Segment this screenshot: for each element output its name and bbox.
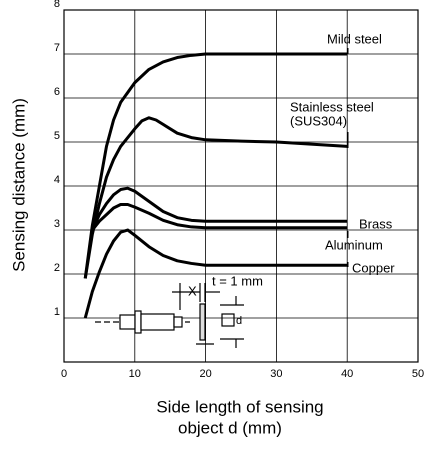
y-tick-label: 2 bbox=[54, 262, 60, 274]
legend-label: Brass bbox=[359, 216, 393, 231]
x-tick-label: 10 bbox=[129, 368, 141, 380]
legend-label: Copper bbox=[352, 260, 395, 275]
inset-label: X bbox=[188, 283, 197, 298]
x-tick-label: 30 bbox=[270, 368, 282, 380]
y-tick-label: 8 bbox=[54, 0, 60, 10]
y-tick-label: 6 bbox=[54, 86, 60, 98]
series-line bbox=[83, 116, 348, 279]
series-line bbox=[83, 52, 348, 279]
y-tick-label: 3 bbox=[54, 218, 60, 230]
plot-frame bbox=[63, 9, 419, 363]
inset-diagram bbox=[95, 283, 244, 348]
x-axis-label: Side length of sensing bbox=[156, 397, 323, 416]
inset-label: t = 1 mm bbox=[212, 273, 263, 288]
y-axis-label: Sensing distance (mm) bbox=[9, 98, 28, 272]
legend-label: Mild steel bbox=[327, 31, 382, 46]
inset-label: d bbox=[236, 315, 242, 327]
legend-label: Stainless steel bbox=[290, 99, 374, 114]
y-tick-label: 1 bbox=[54, 306, 60, 318]
y-tick-label: 7 bbox=[54, 42, 60, 54]
x-tick-label: 20 bbox=[199, 368, 211, 380]
y-tick-label: 4 bbox=[54, 174, 60, 186]
legend-label: Aluminum bbox=[325, 237, 383, 252]
x-tick-label: 40 bbox=[341, 368, 353, 380]
legend-label: (SUS304) bbox=[290, 113, 347, 128]
series-line bbox=[83, 228, 348, 319]
series-line bbox=[90, 186, 348, 231]
x-axis-label: object d (mm) bbox=[178, 418, 282, 437]
y-tick-label: 5 bbox=[54, 130, 60, 142]
series-line bbox=[91, 202, 348, 231]
x-tick-label: 50 bbox=[412, 368, 424, 380]
x-tick-label: 0 bbox=[61, 368, 67, 380]
